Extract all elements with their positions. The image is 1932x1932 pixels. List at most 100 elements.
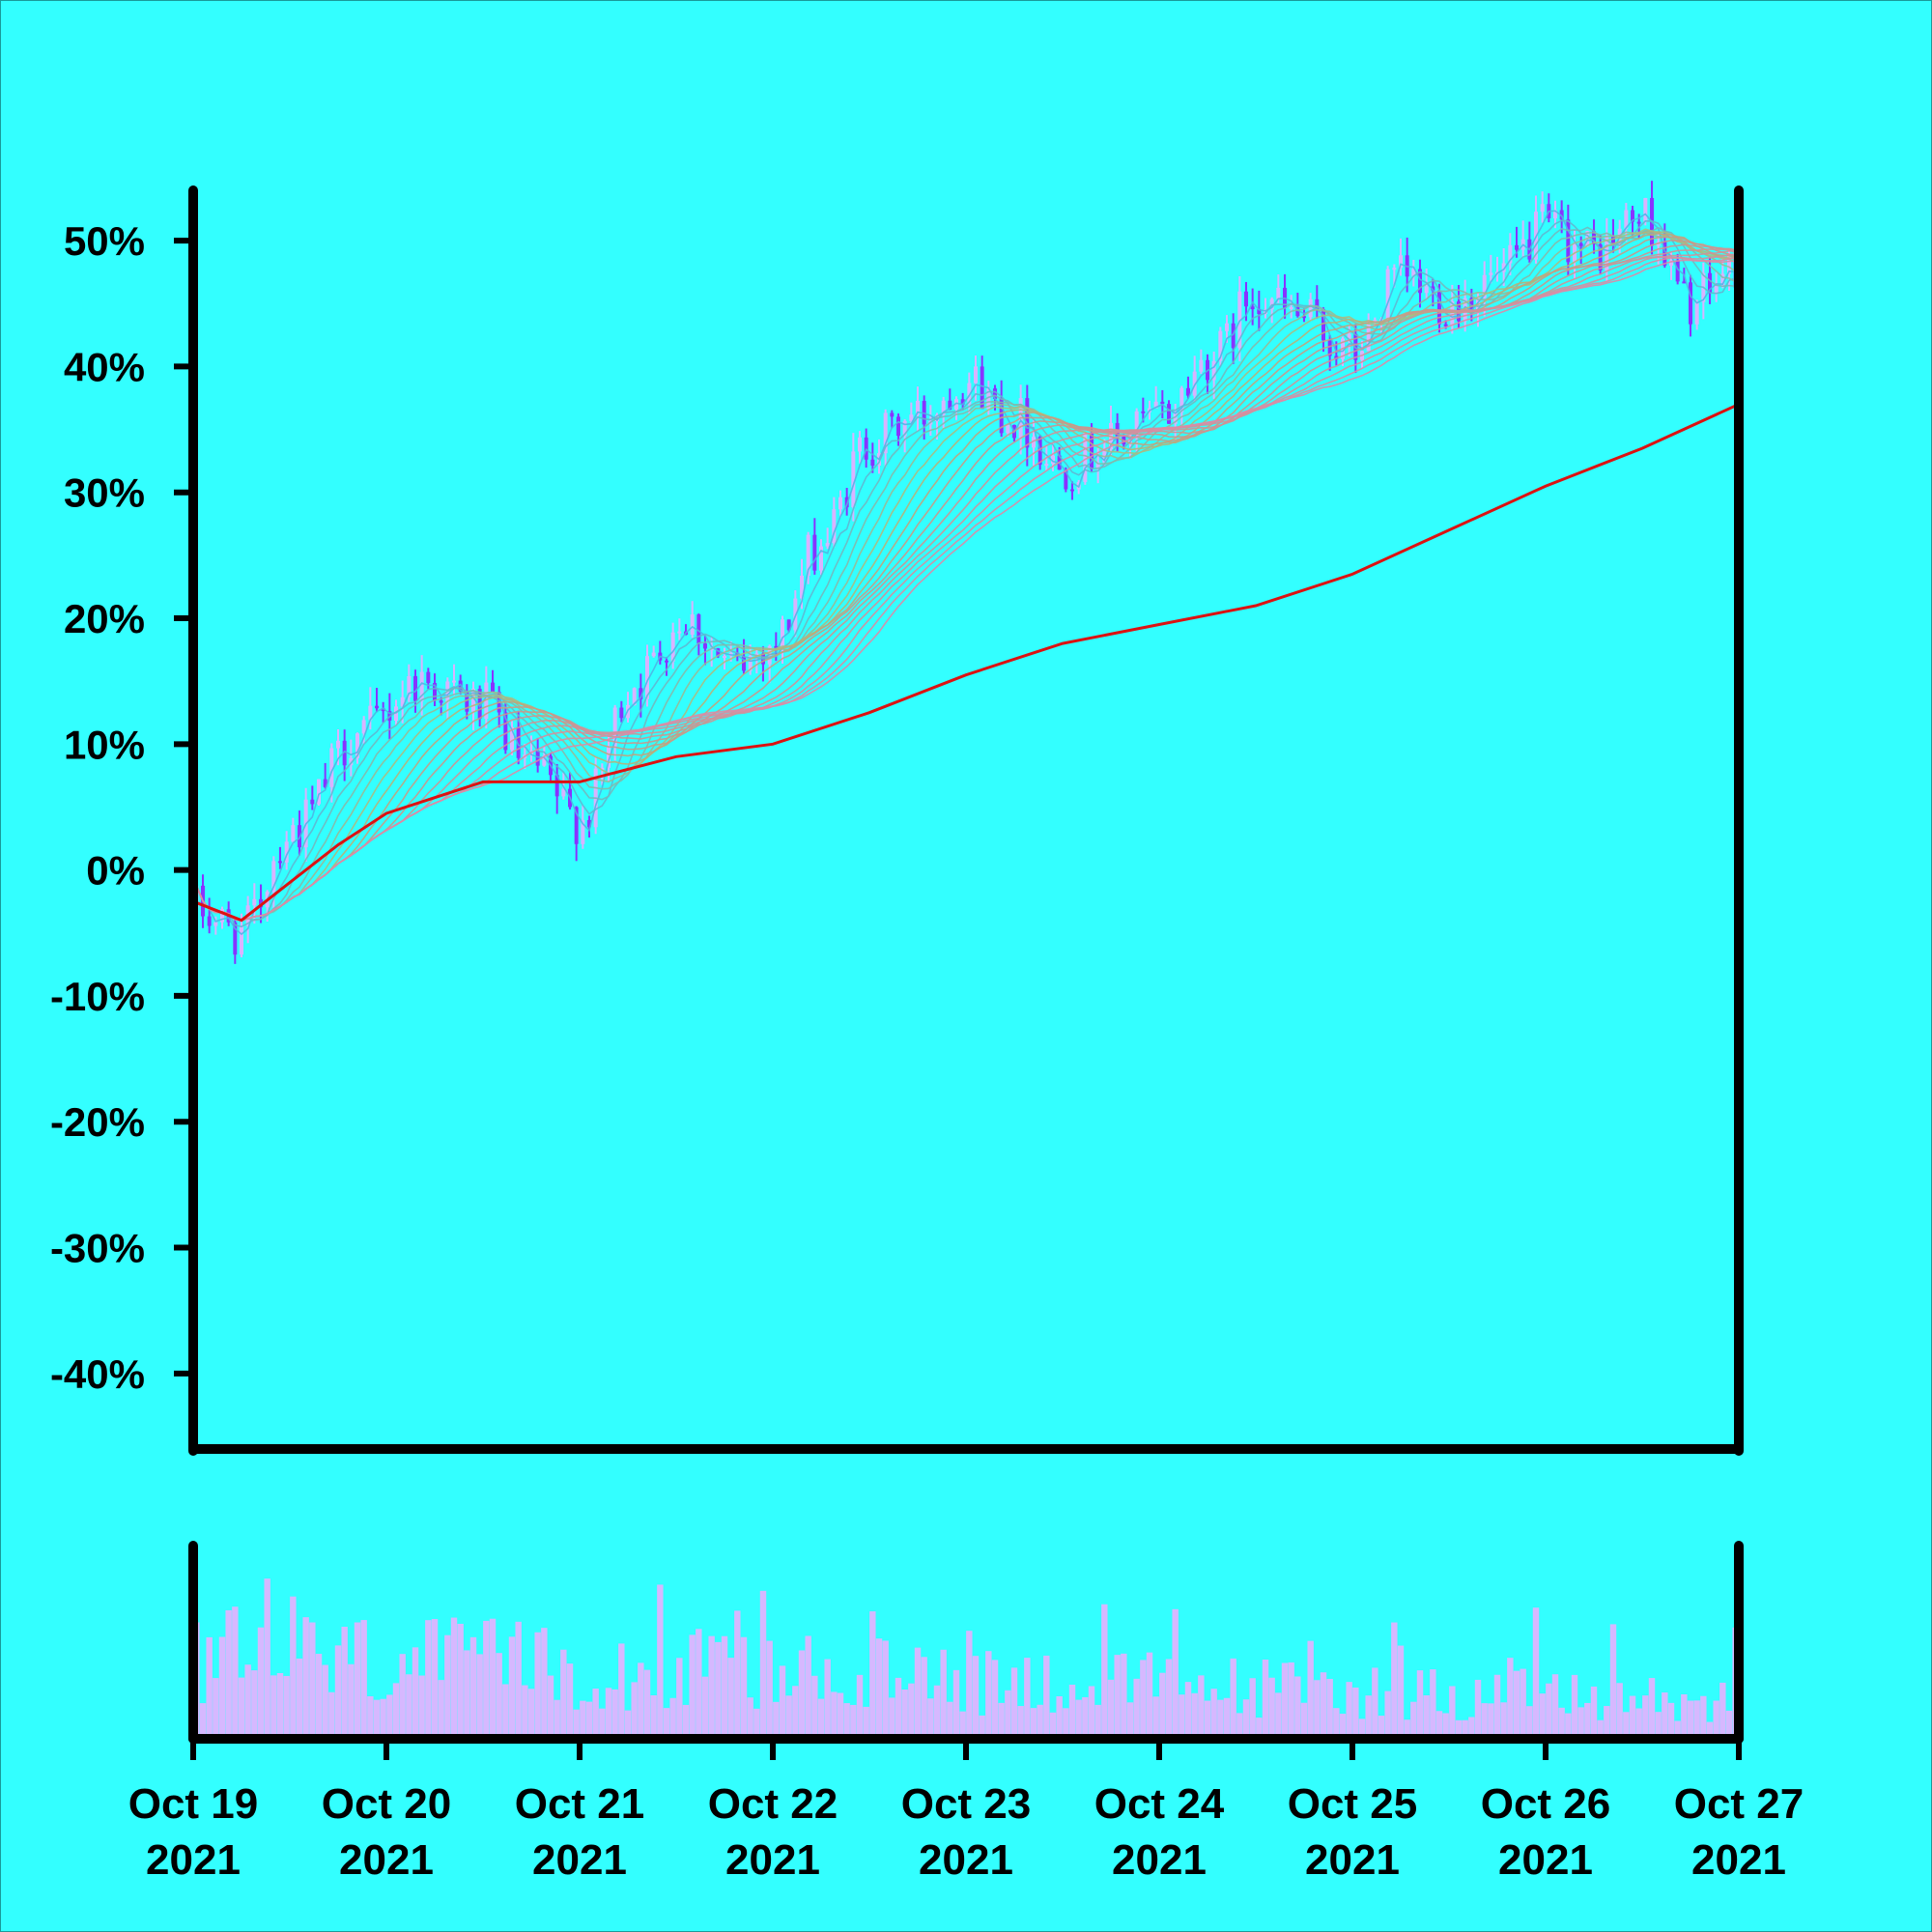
volume-bar — [225, 1609, 232, 1739]
volume-bar — [599, 1708, 606, 1739]
candle-body — [1418, 269, 1422, 294]
candle-body — [1090, 433, 1094, 469]
volume-bar — [1520, 1668, 1526, 1739]
candle-body — [1399, 255, 1403, 269]
volume-bar — [979, 1715, 985, 1739]
volume-bar — [386, 1694, 393, 1739]
volume-bar — [966, 1631, 973, 1739]
candle-body — [355, 733, 359, 758]
candle-body — [1424, 286, 1429, 294]
volume-bar — [1500, 1702, 1507, 1739]
x-tick-label-year: 2021 — [1112, 1836, 1207, 1884]
candle-body — [1553, 210, 1557, 219]
candle-body — [1327, 340, 1332, 356]
candle-body — [375, 705, 379, 709]
volume-bar — [1719, 1682, 1726, 1739]
volume-bar — [496, 1653, 502, 1739]
volume-bar — [328, 1691, 335, 1739]
volume-bar — [1616, 1683, 1623, 1739]
volume-bar — [232, 1606, 239, 1739]
candle-body — [851, 451, 856, 508]
volume-bar — [1152, 1696, 1159, 1739]
x-tick-label-date: Oct 26 — [1481, 1780, 1611, 1828]
ribbon-line — [195, 259, 1736, 922]
candle-body — [445, 681, 450, 703]
volume-bar — [895, 1677, 902, 1739]
volume-bar — [585, 1701, 593, 1739]
x-axis-ticks: Oct 19 2021 Oct 20 2021 Oct 21 2021 Oct 22 2021… — [128, 1739, 1804, 1884]
volume-bar — [1571, 1674, 1578, 1739]
volume-bar — [708, 1635, 715, 1739]
x-tick-label-year: 2021 — [1305, 1836, 1400, 1884]
candle-body — [574, 807, 579, 844]
volume-bar — [766, 1640, 773, 1739]
candle-body — [742, 656, 746, 671]
volume-bar — [1236, 1713, 1243, 1739]
volume-bar — [1256, 1718, 1263, 1739]
volume-bar — [444, 1634, 451, 1739]
volume-bar — [605, 1688, 612, 1739]
volume-bar — [483, 1620, 490, 1739]
volume-bar — [856, 1674, 864, 1739]
x-tick-label-date: Oct 19 — [128, 1780, 259, 1828]
volume-bar — [1126, 1702, 1134, 1739]
volume-bar — [779, 1665, 786, 1739]
candle-body — [554, 775, 559, 797]
volume-bar — [1410, 1701, 1417, 1739]
volume-bar — [309, 1622, 316, 1739]
x-tick-label-date: Oct 23 — [901, 1780, 1032, 1828]
volume-bar — [947, 1701, 953, 1739]
candle-body — [1064, 469, 1068, 490]
candle-body — [890, 412, 895, 417]
x-tick-label-date: Oct 22 — [708, 1780, 838, 1828]
candle-body — [1321, 309, 1325, 341]
candle-body — [207, 916, 212, 926]
candle-body — [1682, 281, 1687, 284]
candle-body — [1160, 401, 1165, 405]
volume-bar — [1075, 1699, 1082, 1739]
candle-body — [696, 614, 701, 644]
y-tick-label: 10% — [64, 722, 145, 767]
volume-bar — [792, 1686, 799, 1739]
volume-bar — [991, 1660, 999, 1739]
candle-body — [786, 619, 791, 631]
volume-bars — [193, 1578, 1739, 1739]
volume-bar — [1455, 1719, 1463, 1739]
y-axis-ticks: -40% -30% -20% -10% 0% 10% 20% 30% 40% 50% — [50, 218, 193, 1397]
candle-body — [535, 751, 540, 766]
candle-body — [1385, 269, 1390, 320]
volume-bar — [811, 1675, 818, 1739]
volume-bar — [1107, 1679, 1115, 1739]
volume-bar — [1378, 1716, 1385, 1739]
candle-body — [1392, 268, 1397, 270]
candle-body — [542, 755, 547, 766]
volume-bar — [341, 1626, 348, 1739]
ribbon-line — [195, 231, 1737, 922]
candle-body — [948, 400, 952, 410]
volume-bar — [489, 1618, 497, 1739]
volume-bar — [1442, 1713, 1449, 1739]
candle-body — [812, 534, 817, 571]
volume-bar — [1713, 1700, 1719, 1739]
volume-bar — [554, 1699, 560, 1739]
volume-bar — [270, 1675, 277, 1739]
volume-bar — [740, 1636, 748, 1739]
volume-bar — [618, 1643, 625, 1739]
candle-body — [600, 767, 605, 770]
candle-body — [291, 825, 296, 842]
volume-bar — [611, 1689, 618, 1739]
candle-body — [252, 898, 257, 906]
candle-body — [916, 400, 920, 415]
candle-body — [419, 671, 424, 701]
volume-bar — [438, 1680, 444, 1739]
candle-body — [1373, 320, 1378, 323]
volume-bar — [592, 1688, 599, 1739]
volume-bar — [1404, 1719, 1410, 1739]
y-tick-label: 0% — [86, 848, 145, 894]
candle-body — [581, 819, 585, 844]
volume-bar — [1423, 1695, 1430, 1739]
volume-bar — [908, 1683, 915, 1739]
volume-bar — [251, 1670, 258, 1739]
candle-body — [1592, 231, 1596, 244]
volume-bar — [972, 1656, 980, 1739]
